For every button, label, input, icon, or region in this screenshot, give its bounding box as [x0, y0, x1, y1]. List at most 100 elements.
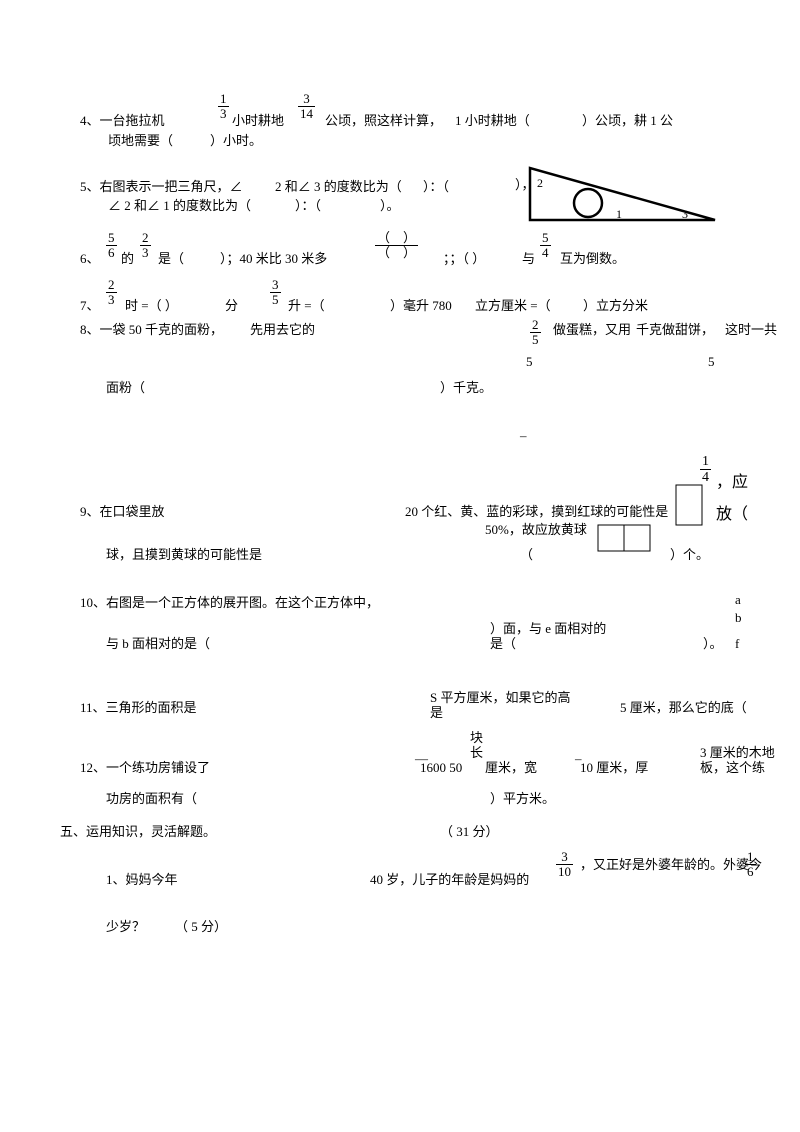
q6-f3d: 4	[540, 246, 551, 260]
sq1-pts: （ 5 分）	[175, 917, 227, 938]
q5-line2b: ）：（	[295, 196, 321, 217]
q6-f2d: 3	[140, 246, 151, 260]
q7-text3: ）毫升 780	[390, 296, 452, 317]
q7-fen: 分	[225, 296, 238, 317]
q12-line1a: 12、一个练功房铺设了	[80, 758, 210, 779]
q5-line1a: 5、右图表示一把三角尺，∠	[80, 177, 243, 198]
q10-line1: 10、右图是一个正方体的展开图。在这个正方体中，	[80, 593, 379, 614]
q4-line2a: 顷地需要（	[108, 131, 173, 152]
q7-f2d: 5	[270, 293, 281, 307]
q8-five1: 5	[526, 352, 533, 373]
dash-mark-3: –	[575, 749, 582, 770]
q11-line1b: S 平方厘米，如果它的高	[430, 688, 570, 709]
q6-bfl2: （	[377, 245, 390, 260]
q9-line1c: 50%，故应放黄球	[485, 520, 587, 541]
q6-yu: 与	[522, 249, 535, 270]
q12-chang: 长	[470, 743, 483, 764]
q10-line2c: 是（	[490, 634, 516, 655]
q6-f3n: 5	[540, 231, 551, 246]
q7-frac2: 35	[270, 278, 281, 308]
q4-frac2-den: 14	[298, 107, 315, 121]
q8-line2b: ）千克。	[440, 378, 492, 399]
q6-bfr2: ）	[403, 245, 416, 260]
triangle-label-2: 2	[537, 176, 543, 190]
q7-f2n: 3	[270, 278, 281, 293]
q10-label-b: b	[735, 608, 742, 629]
q12-line2a: 功房的面积有（	[106, 789, 197, 810]
sq1-f2n: 1	[745, 850, 756, 865]
q5-line2a: ∠ 2 和∠ 1 的度数比为（	[108, 196, 251, 217]
q10-line2d: ）。	[703, 634, 723, 655]
q7-text4: 立方厘米 =（	[475, 296, 551, 317]
q9-fd: 4	[700, 470, 711, 485]
sq1-f2d: 6	[745, 865, 756, 879]
q9-frac: 14	[700, 454, 711, 486]
q4-frac1-num: 1	[218, 92, 229, 107]
q8-f1d: 5	[530, 333, 541, 347]
q8-kg: 千克做甜饼，	[636, 320, 714, 341]
q5-line1c: ）：（	[423, 177, 449, 198]
q6-blankfrac: （ ） （ ）	[375, 231, 418, 261]
dash-mark-2: —	[415, 749, 428, 770]
q7-label: 7、	[80, 296, 100, 317]
triangle-label-3: 3	[682, 207, 688, 221]
q8-line1a: 8、一袋 50 千克的面粉，	[80, 320, 223, 341]
q8-cake: 做蛋糕，又用	[553, 320, 631, 341]
q8-frac1: 25	[530, 318, 541, 348]
triangle-figure: 1 2 3	[530, 168, 730, 235]
cube-net	[598, 485, 708, 567]
sq1-line1b: 40 岁，儿子的年龄是妈妈的	[370, 870, 529, 891]
q6-shi: 是（	[158, 249, 184, 270]
sq1-f1d: 10	[556, 865, 573, 879]
q4-frac2: 314	[298, 92, 315, 122]
q6-frac1: 56	[106, 231, 117, 261]
sq1-line2: 少岁？	[106, 917, 145, 938]
q11-line1c: 是	[430, 703, 443, 724]
q6-bfr: ）	[403, 230, 416, 245]
q11-line1d: 5 厘米，那么它的底（	[620, 698, 747, 719]
q5-line1b: 2 和∠ 3 的度数比为（	[275, 177, 402, 198]
q7-frac1: 23	[106, 278, 117, 308]
q4-frac2-num: 3	[298, 92, 315, 107]
q8-line2a: 面粉（	[106, 378, 145, 399]
q7-text1: 时 =（ ）	[125, 296, 178, 317]
q4-frac1: 13	[218, 92, 229, 122]
q4-text-pre: 4、一台拖拉机	[80, 111, 165, 132]
q6-frac2: 23	[140, 231, 151, 261]
q9-line1a: 9、在口袋里放	[80, 502, 165, 523]
q4-text-mid3: 1 小时耕地（	[455, 111, 530, 132]
q4-frac1-den: 3	[218, 107, 229, 121]
q6-f2n: 2	[140, 231, 151, 246]
triangle-label-1: 1	[616, 207, 622, 221]
q6-de: 的	[121, 249, 134, 270]
section5-title: 五、运用知识，灵活解题。	[60, 822, 216, 843]
q6-semi: ；；（ ）	[443, 249, 485, 270]
q8-f1n: 2	[530, 318, 541, 333]
q12-cm2: 10 厘米，厚	[580, 758, 648, 779]
q9-fang: 放（	[716, 502, 748, 528]
q7-text5: ）立方分米	[583, 296, 648, 317]
q9-fn: 1	[700, 454, 711, 470]
sq1-mid: ，又正好是外婆年龄的。外婆今	[580, 855, 762, 876]
q6-bfl: （	[377, 230, 390, 245]
q6-f1d: 6	[106, 246, 117, 260]
q6-label: 6、	[80, 249, 100, 270]
q6-close: ）；40 米比 30 米多	[220, 249, 327, 270]
q8-now: 这时一共	[725, 320, 777, 341]
q5-line2c: ）。	[380, 196, 400, 217]
q12-tail: 板，这个练	[700, 758, 765, 779]
q6-f1n: 5	[106, 231, 117, 246]
q6-frac3: 54	[540, 231, 551, 261]
q8-five2: 5	[708, 352, 715, 373]
sq1-line1a: 1、妈妈今年	[106, 870, 178, 891]
q4-text-mid1: 小时耕地	[232, 111, 284, 132]
q8-line1b: 先用去它的	[250, 320, 315, 341]
q10-line2a: 与 b 面相对的是（	[106, 634, 210, 655]
q12-line2b: ）平方米。	[490, 789, 555, 810]
q4-line2b: ）小时。	[210, 131, 262, 152]
q9-line2b: （	[520, 545, 533, 566]
q7-f1n: 2	[106, 278, 117, 293]
q6-tail: 互为倒数。	[560, 249, 625, 270]
q11-line1a: 11、三角形的面积是	[80, 698, 197, 719]
q7-text2: 升 =（	[288, 296, 325, 317]
